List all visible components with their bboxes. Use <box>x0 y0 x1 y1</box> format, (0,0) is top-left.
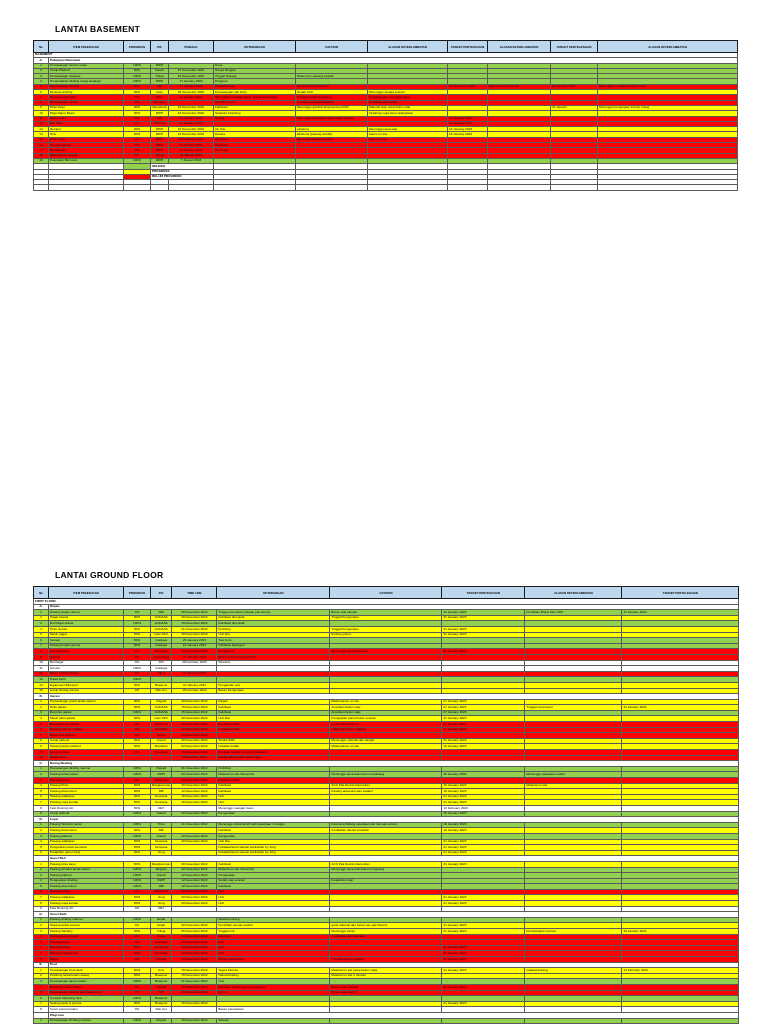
table-row: 9 Cutup plafond 100% Caceh 30 November 2022 P… <box>33 810 740 818</box>
table-row: 5 Pasang lampu garasi 0% Ramdani 02 December… <box>33 721 740 728</box>
table-row: 2 Pagar Utama 80% GUNASA 30 December 2022 Fab… <box>33 614 740 622</box>
table-row: 3 Pasang plafond 100% Caceh 12 December 2022… <box>33 872 740 879</box>
table-cell <box>295 184 368 191</box>
table-cell <box>33 184 49 191</box>
ground-floor-title: LANTAI GROUND FLOOR <box>55 570 164 580</box>
table-row: 5 Pasang lampu 0% Ramdani 20 December 2022 Un… <box>33 939 740 946</box>
table-row: 4 Penambahan dinding ruang keluarga 100% RW… <box>33 78 738 85</box>
column-header: TIME LINE <box>171 586 218 599</box>
table-row: 7 Pasang meja kontak 50% Kencana 20 December… <box>33 950 740 957</box>
table-row: 12 Panel Pompa Telaga 0% Trilogi 31 January … <box>33 670 740 678</box>
table-cell <box>550 184 598 191</box>
table-row: 11 Smart home 15 February 2023 Design RE de… <box>33 754 740 762</box>
column-header: TARGET PENYESUAIAN <box>441 586 526 599</box>
table-row: 5 Pasang Alumunium 80% MB 12 December 2022 Fa… <box>33 788 740 795</box>
table-row: 2 Pasang armatur lantai parket 100% Magnan 2… <box>33 866 740 874</box>
table-row: 1 Pasang Terrazzo lantai 100% Tinzo 21 Novem… <box>33 821 740 829</box>
column-header: KETERANGAN <box>216 586 331 599</box>
table-row <box>33 179 738 186</box>
ground-floor-sheet: LANTAI GROUND FLOOR No ITEM PEKERJAAN PROG… <box>32 570 740 1024</box>
column-header: PROGRESS <box>123 586 151 599</box>
table-row: 3 Pasang Sanitary 50% Trilogi 05 December 20… <box>33 928 740 935</box>
table-row: 10 Bel Pagar 0% RSI 28 February 2023 Wireless <box>33 659 740 667</box>
table-row: 1 Pemasangan dinding marmer 100% Pagudi 01 N… <box>33 765 740 773</box>
table-row: 6 Pasang unit car charger 0% Ramdani 02 Dece… <box>33 726 740 734</box>
basement-sheet: LANTAI BASEMENT No ITEM PEKERJAAN PROGRESS… <box>33 24 738 191</box>
ground-floor-table: No ITEM PEKERJAAN PROGRESS PIC TIME LINE KETE… <box>32 586 740 1024</box>
table-cell <box>213 184 296 191</box>
column-header: CATATAN <box>329 586 443 599</box>
table-row: 9 Carport 0% Cemerlang 31 January 2023 Stok m… <box>33 653 740 661</box>
table-row: 4 Pasang wallpaper 50% Kencana 20 December 2… <box>33 838 740 846</box>
table-row: 3 Pemasangan lampu kolam 100% Bluepool 21 De… <box>33 978 740 985</box>
table-row: 1 Pemasangan Dinding marmer 100% Pagudi 15 D… <box>33 1017 740 1024</box>
column-header: ITEM PEKERJAAN <box>48 40 124 53</box>
table-row: 4 Mesin pintu garasi 50% Iwan SKV 30 Decembe… <box>33 715 740 723</box>
table-row: 14 Sink 90% RWH 16 December 2022 Devara Ekster… <box>33 131 738 138</box>
column-header: KETERANGAN <box>213 40 296 53</box>
header-row: No ITEM PEKERJAAN PROGRESS PIC TANGGAL KETERA… <box>33 40 738 53</box>
table-row: 9 Pasang lampu plafond 50% Ramdani 02 Decemb… <box>33 743 740 750</box>
basement-table: No ITEM PEKERJAAN PROGRESS PIC TANGGAL KETERA… <box>33 40 738 191</box>
table-row: 3 Rel pintu garasi 100% GUNASA 15 December 2… <box>33 709 740 717</box>
table-row: 2 Pintu garasi 80% GUNASA 15 December 2022 Fa… <box>33 704 740 711</box>
table-row: 5 Pengantian panel kencana 50% Kencana Insta… <box>33 844 740 851</box>
table-row <box>33 184 738 191</box>
table-cell <box>123 184 151 191</box>
column-header: TARGET PENYESUAIAN <box>447 40 488 53</box>
table-row: 5 Pasang alumunium 100% MB 12 December 2022 F… <box>33 883 740 890</box>
table-row: 11 Genset 100% Interjaya <box>33 665 740 672</box>
table-row: 2 Pasang Alumunium 50% MB Fabrikasi Kesalahan… <box>33 827 740 834</box>
column-header: ITEM PEKERJAAN <box>48 586 124 599</box>
column-header: ALASAN KETERLAMBATAN <box>367 40 448 53</box>
column-header: TANGGAL <box>168 40 214 53</box>
table-cell <box>150 184 169 191</box>
table-row: 5 Pemasangan dinding pembatas kolam 0% SMI 2… <box>33 989 740 997</box>
table-row: 2 Pasang lantai marmer 0% Enjati 30 November… <box>33 922 740 929</box>
column-header: CATATAN <box>295 40 368 53</box>
table-row: 1 Pemasangan Granit Lantai 100% RWH Done <box>33 62 738 69</box>
column-header: PIC <box>149 586 173 599</box>
table-row: 4 Pintu Gerasi 50% GUNASA 21 November 2022 Fi… <box>33 626 740 633</box>
table-cell <box>367 184 448 191</box>
table-row: 2 Cutup Plafond 90% Caceh 10 November 2022 Ha… <box>33 67 738 75</box>
table-row: 6 Genset 50% Interjaya 26 January 2023 Test C… <box>33 637 740 644</box>
column-header: TARGET PENYELESAIAN <box>550 40 598 53</box>
column-header: PROGRESS <box>123 40 151 53</box>
table-cell <box>48 184 124 191</box>
table-row: 3 Pasang plafond 100% Caceh 12 December 2022… <box>33 832 740 840</box>
table-row: 4 Finishing Gutter Kolam 0% Pagudi 15 Decemb… <box>33 984 740 991</box>
table-row: 6 Koneksi balancing tank 100% Bluepool <box>33 995 740 1002</box>
table-row: 8 Lampu taman 0% Ramdani 02 December 2022 Per… <box>33 648 740 655</box>
table-row: 11 Kitchen Set 0% SMI 31 January 2023 Hering M… <box>33 115 738 122</box>
column-header: ALASAN KETERLAMBATAN <box>487 40 551 53</box>
table-cell <box>597 184 738 191</box>
column-header: TARGET PENYELESAIAN <box>621 586 740 599</box>
table-row: 7 Pasang brapot genset 50% Interjaya 16 Janu… <box>33 642 740 650</box>
header-row: No ITEM PEKERJAAN PROGRESS PIC TIME LINE KETE… <box>33 586 740 599</box>
column-header: PIC <box>150 40 169 53</box>
column-header: ALASAN KETERLAMBATAN <box>597 40 738 53</box>
column-header: No <box>33 586 49 599</box>
table-cell <box>168 184 214 191</box>
column-header: ALASAN KETERLAMBATAN <box>524 586 623 599</box>
table-row: 1 Pemasangan granit lantai carport 80% Pagu… <box>33 698 740 706</box>
table-row: 7 Pasang meja kontak 50% Kencana 15 December… <box>33 799 740 806</box>
table-row: 7 Pasang wallpaper 50% Jung 20 December 2022… <box>33 894 740 902</box>
basement-title: LANTAI BASEMENT <box>55 24 141 34</box>
table-row: 15 Cutup Ruang pompa 0% Pak Jun 15 February … <box>33 687 740 695</box>
table-cell <box>487 184 551 191</box>
table-row: 9 Fast Running AC 0% NET <box>33 905 740 913</box>
column-header: No <box>33 40 49 53</box>
table-cell <box>447 184 488 191</box>
table-row: 10 Lampu taman 0% Ramdani 15 December 2022 Pa… <box>33 749 740 756</box>
table-row: 4 Pengecatan dinding 100% RWH 12 December 20… <box>33 877 740 885</box>
table-row: 7 Penutup selanggar 0% Ersa 31 January 2023 M… <box>33 94 738 101</box>
table-row: 1 Dinding depan utama 0% SMI 30 December 202… <box>33 609 740 616</box>
